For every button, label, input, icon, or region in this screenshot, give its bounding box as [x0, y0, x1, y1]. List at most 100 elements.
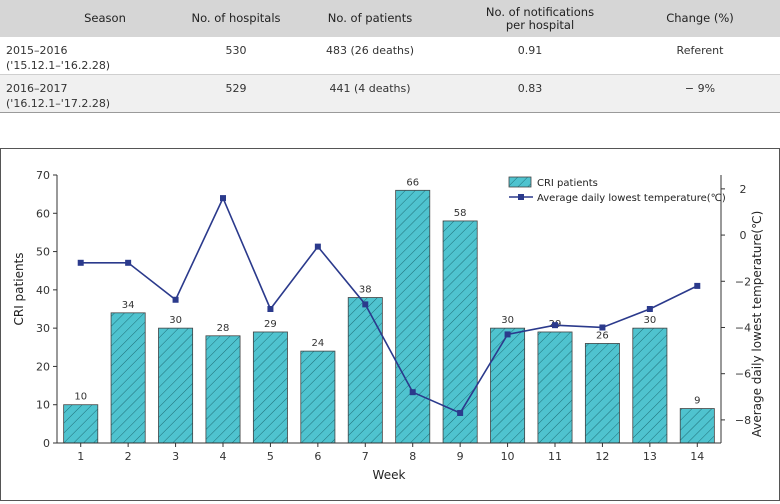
legend: CRI patients Average daily lowest tempera…: [508, 176, 726, 204]
temperature-point: [77, 259, 84, 266]
season-label: 2015–2016: [6, 44, 68, 57]
cri-temperature-chart: 103430282924386658302926309 010203040506…: [12, 169, 764, 482]
bar-value-label: 29: [264, 319, 277, 330]
y-tick-label: 20: [36, 360, 50, 373]
legend-line-marker: [518, 194, 524, 200]
y-tick-label: 0: [43, 437, 50, 450]
cell-notifications: 0.83: [517, 82, 543, 95]
bar-value-label: 66: [406, 177, 419, 188]
temperature-point: [125, 259, 132, 266]
x-tick-label: 14: [690, 450, 704, 463]
y2-tick-label: −4: [735, 321, 751, 334]
temperature-point: [362, 301, 369, 308]
temperature-point: [552, 322, 558, 329]
bar: [252, 331, 288, 444]
bar-value-label: 28: [217, 323, 230, 334]
cell-season: 2015–2016 ('15.12.1–'16.2.28): [6, 43, 156, 73]
bar: [442, 220, 478, 444]
table-header: Season No. of hospitals No. of patients …: [0, 0, 780, 37]
season-period: ('16.12.1–'17.2.28): [6, 97, 111, 110]
bar: [300, 350, 336, 444]
x-tick-label: 4: [220, 450, 227, 463]
y2-tick-label: −2: [735, 275, 751, 288]
x-tick-label: 11: [548, 450, 562, 463]
x-tick-label: 7: [362, 450, 369, 463]
cell-hospitals: 530: [225, 44, 247, 57]
legend-bar-swatch: [508, 176, 532, 188]
header-season: Season: [84, 11, 126, 25]
table-row: 2016–2017 ('16.12.1–'17.2.28) 529 441 (4…: [0, 75, 780, 113]
x-tick-label: 9: [457, 450, 464, 463]
cell-hospitals: 529: [225, 82, 247, 95]
temperature-point: [314, 243, 321, 250]
table-row: 2015–2016 ('15.12.1–'16.2.28) 530 483 (2…: [0, 37, 780, 75]
bar: [537, 331, 573, 444]
bar: [158, 327, 194, 444]
bar-value-label: 30: [169, 315, 182, 326]
bar-value-label: 30: [501, 315, 514, 326]
header-patients: No. of patients: [327, 11, 413, 25]
x-tick-label: 10: [501, 450, 515, 463]
y-tick-label: 10: [36, 399, 50, 412]
legend-line-label: Average daily lowest temperature(℃): [537, 193, 726, 204]
header-notifications: No. of notifications per hospital: [485, 4, 595, 32]
bar: [347, 297, 383, 444]
cell-patients: 483 (26 deaths): [325, 44, 415, 57]
temperature-point: [504, 331, 511, 338]
x-tick-label: 12: [595, 450, 609, 463]
bar-series: 103430282924386658302926309: [63, 177, 715, 444]
temperature-point: [409, 389, 416, 396]
y-tick-label: 60: [36, 207, 50, 220]
bar-value-label: 24: [311, 338, 324, 349]
x-tick-label: 6: [314, 450, 321, 463]
cell-notifications: 0.91: [517, 44, 543, 57]
x-tick-label: 8: [409, 450, 416, 463]
header-hospitals: No. of hospitals: [191, 11, 281, 25]
y2-tick-label: 2: [740, 183, 747, 196]
temperature-line: [80, 196, 698, 414]
cell-change: − 9%: [684, 82, 716, 95]
bar-value-label: 34: [122, 300, 135, 311]
temperature-point: [694, 282, 701, 289]
season-summary-table: Season No. of hospitals No. of patients …: [0, 0, 780, 113]
x-axis-label: Week: [373, 468, 406, 482]
header-change: Change (%): [666, 11, 734, 25]
x-tick-label: 3: [172, 450, 179, 463]
bar-value-label: 10: [74, 392, 87, 403]
y-tick-label: 40: [36, 284, 50, 297]
temperature-point: [172, 296, 179, 303]
bar: [63, 404, 99, 444]
x-tick-label: 13: [643, 450, 657, 463]
y2-tick-label: −8: [735, 414, 751, 427]
bar: [584, 343, 620, 444]
chart-container: 103430282924386658302926309 010203040506…: [0, 148, 780, 501]
y-axis-label: CRI patients: [12, 252, 26, 325]
bar: [395, 189, 431, 444]
temperature-point: [599, 324, 606, 331]
bar: [490, 327, 526, 444]
bar-value-label: 9: [694, 396, 700, 407]
bar-value-label: 30: [643, 315, 656, 326]
bar: [632, 327, 668, 444]
temperature-point: [267, 306, 274, 312]
y2-tick-label: 0: [740, 229, 747, 242]
season-label: 2016–2017: [6, 82, 68, 95]
y-tick-label: 30: [36, 322, 50, 335]
x-tick-label: 5: [267, 450, 274, 463]
cell-change: Referent: [676, 44, 724, 57]
temperature-point: [220, 195, 226, 202]
temperature-line-series: [77, 195, 701, 416]
cell-patients: 441 (4 deaths): [329, 82, 411, 95]
cell-season: 2016–2017 ('16.12.1–'17.2.28): [6, 81, 156, 111]
bar-value-label: 38: [359, 285, 372, 296]
bar-value-label: 26: [596, 330, 609, 341]
temperature-point: [457, 409, 464, 416]
y2-axis-label: Average daily lowest temperature(℃): [750, 211, 764, 438]
bar: [205, 335, 241, 444]
bar: [110, 312, 146, 444]
legend-bar-label: CRI patients: [537, 178, 598, 189]
y2-tick-label: −6: [735, 368, 751, 381]
y-tick-label: 50: [36, 246, 50, 259]
x-tick-label: 2: [125, 450, 132, 463]
